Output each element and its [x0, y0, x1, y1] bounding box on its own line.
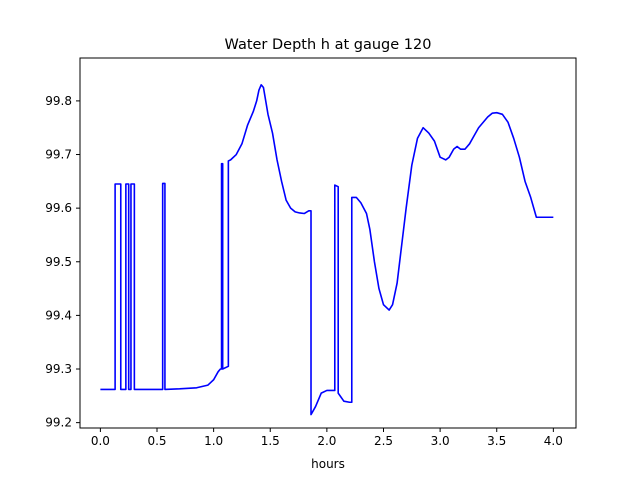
x-tick-label: 4.0	[544, 434, 563, 448]
series-line-0	[100, 84, 554, 416]
axes-frame	[79, 57, 577, 429]
y-tick-label: 99.4	[45, 308, 72, 322]
x-tick-label: 0.5	[147, 434, 166, 448]
y-tick-label: 99.3	[45, 362, 72, 376]
x-tick-label: 2.5	[374, 434, 393, 448]
series-layer	[100, 84, 554, 416]
x-axis-ticks: 0.0 0.5 1.0 1.5 2.0 2.5 3.0 3.5 4.0	[91, 428, 563, 448]
y-axis-ticks: 99.2 99.3 99.4 99.5 99.6 99.7 99.8	[45, 94, 80, 430]
x-axis-label: hours	[311, 457, 345, 471]
x-tick-label: 0.0	[91, 434, 110, 448]
x-tick-label: 1.5	[261, 434, 280, 448]
y-tick-label: 99.6	[45, 201, 72, 215]
y-tick-label: 99.8	[45, 94, 72, 108]
x-tick-label: 1.0	[204, 434, 223, 448]
chart-title: Water Depth h at gauge 120	[225, 37, 432, 53]
y-tick-label: 99.5	[45, 255, 72, 269]
x-tick-label: 3.5	[487, 434, 506, 448]
y-tick-label: 99.2	[45, 416, 72, 430]
y-tick-label: 99.7	[45, 148, 72, 162]
x-tick-label: 2.0	[317, 434, 336, 448]
x-tick-label: 3.0	[431, 434, 450, 448]
